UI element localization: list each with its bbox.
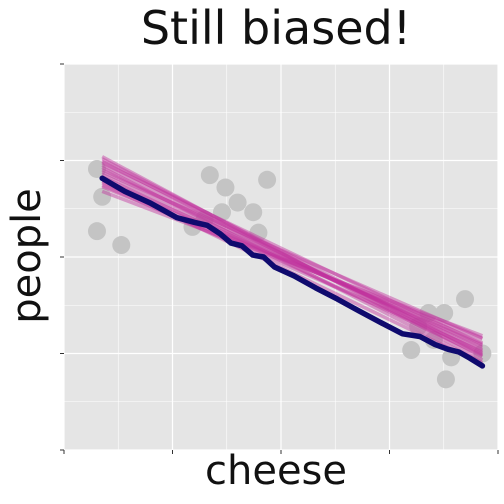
bootstrap-fit-line <box>101 155 484 362</box>
data-point <box>402 341 421 360</box>
bootstrap-fit-line <box>101 172 484 349</box>
data-point <box>228 193 247 212</box>
bootstrap-fit-line <box>101 189 483 338</box>
bootstrap-fit-line <box>101 163 484 355</box>
bootstrap-fit-line <box>101 170 484 340</box>
data-point <box>87 222 106 241</box>
data-point <box>200 166 219 185</box>
data-point <box>435 303 454 322</box>
y-axis-label: people <box>4 188 50 324</box>
mean-fit <box>99 175 486 369</box>
data-point <box>419 303 438 322</box>
data-point <box>436 370 455 389</box>
data-point <box>212 203 231 222</box>
bootstrap-fit-line <box>101 161 484 346</box>
data-point <box>93 187 112 206</box>
bootstrap-fit-line <box>101 175 484 358</box>
data-point <box>87 159 106 178</box>
data-point <box>473 344 492 363</box>
grid-major <box>63 63 499 451</box>
axis-ticks <box>60 63 499 454</box>
chart-title: Still biased! <box>140 1 412 55</box>
bootstrap-fit-line <box>101 157 484 356</box>
scatter-points <box>87 159 492 389</box>
data-point <box>112 236 131 255</box>
bootstrap-fit-line <box>101 165 484 365</box>
x-axis-label: cheese <box>204 448 347 494</box>
bootstrap-fit-line <box>101 177 484 347</box>
data-point <box>244 203 263 222</box>
data-point <box>258 170 277 189</box>
bootstrap-fit-line <box>101 159 484 359</box>
mean-fit-line <box>99 175 486 369</box>
data-point <box>249 223 268 242</box>
data-point <box>216 178 235 197</box>
data-point <box>456 290 475 309</box>
data-point <box>409 317 428 336</box>
bootstrap-fit-line <box>101 168 484 352</box>
